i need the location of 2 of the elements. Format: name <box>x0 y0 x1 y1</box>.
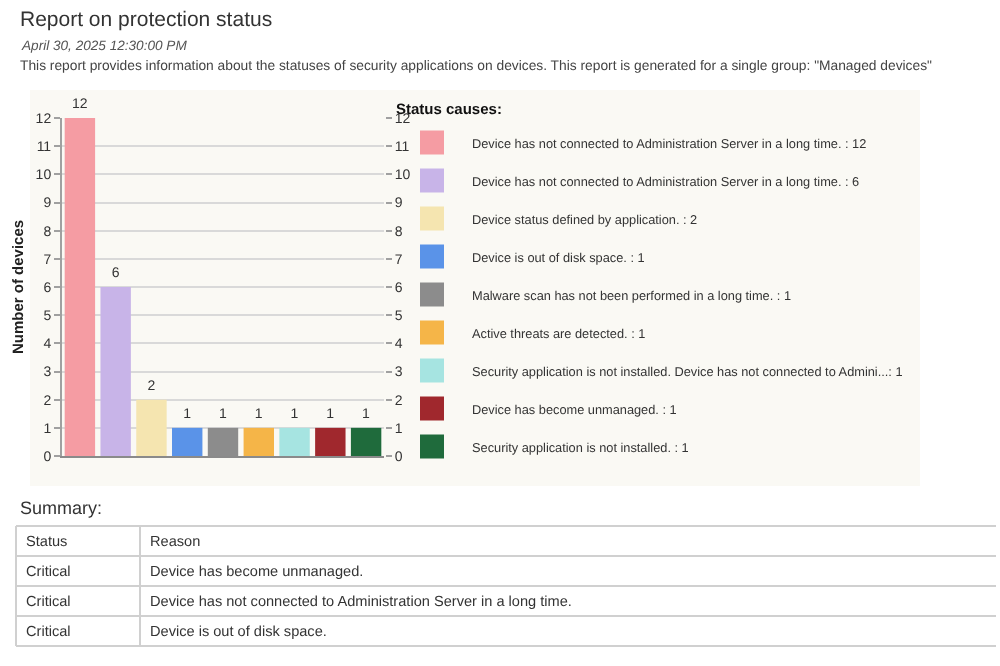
text: Summary: <box>20 498 103 518</box>
chart-title: Report on protection status <box>20 8 273 32</box>
